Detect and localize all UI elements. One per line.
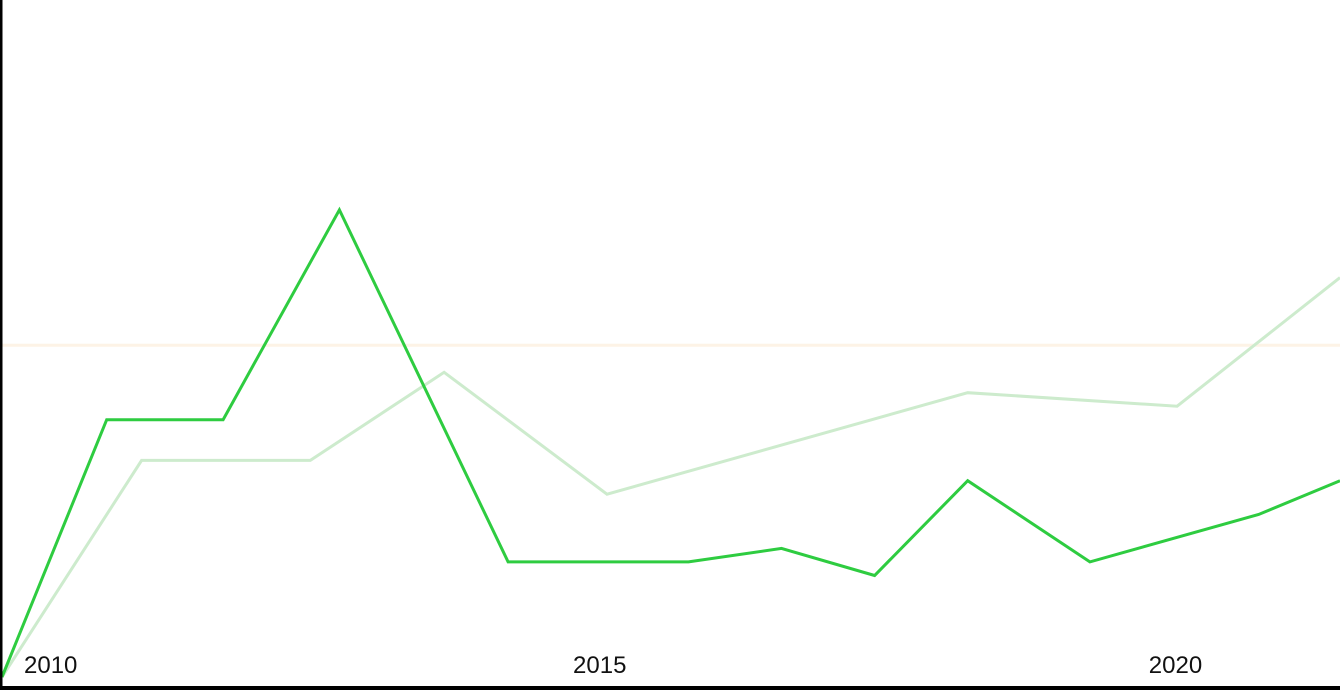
series-layer [0,206,1340,678]
series-line-2 [0,276,1340,678]
series-line-1 [0,206,1340,678]
x-tick-labels: 2010 2015 2020 [24,652,1202,679]
x-tick-label: 2015 [573,652,626,679]
x-tick-label: 2020 [1149,652,1202,679]
x-tick-label: 2010 [24,652,77,679]
